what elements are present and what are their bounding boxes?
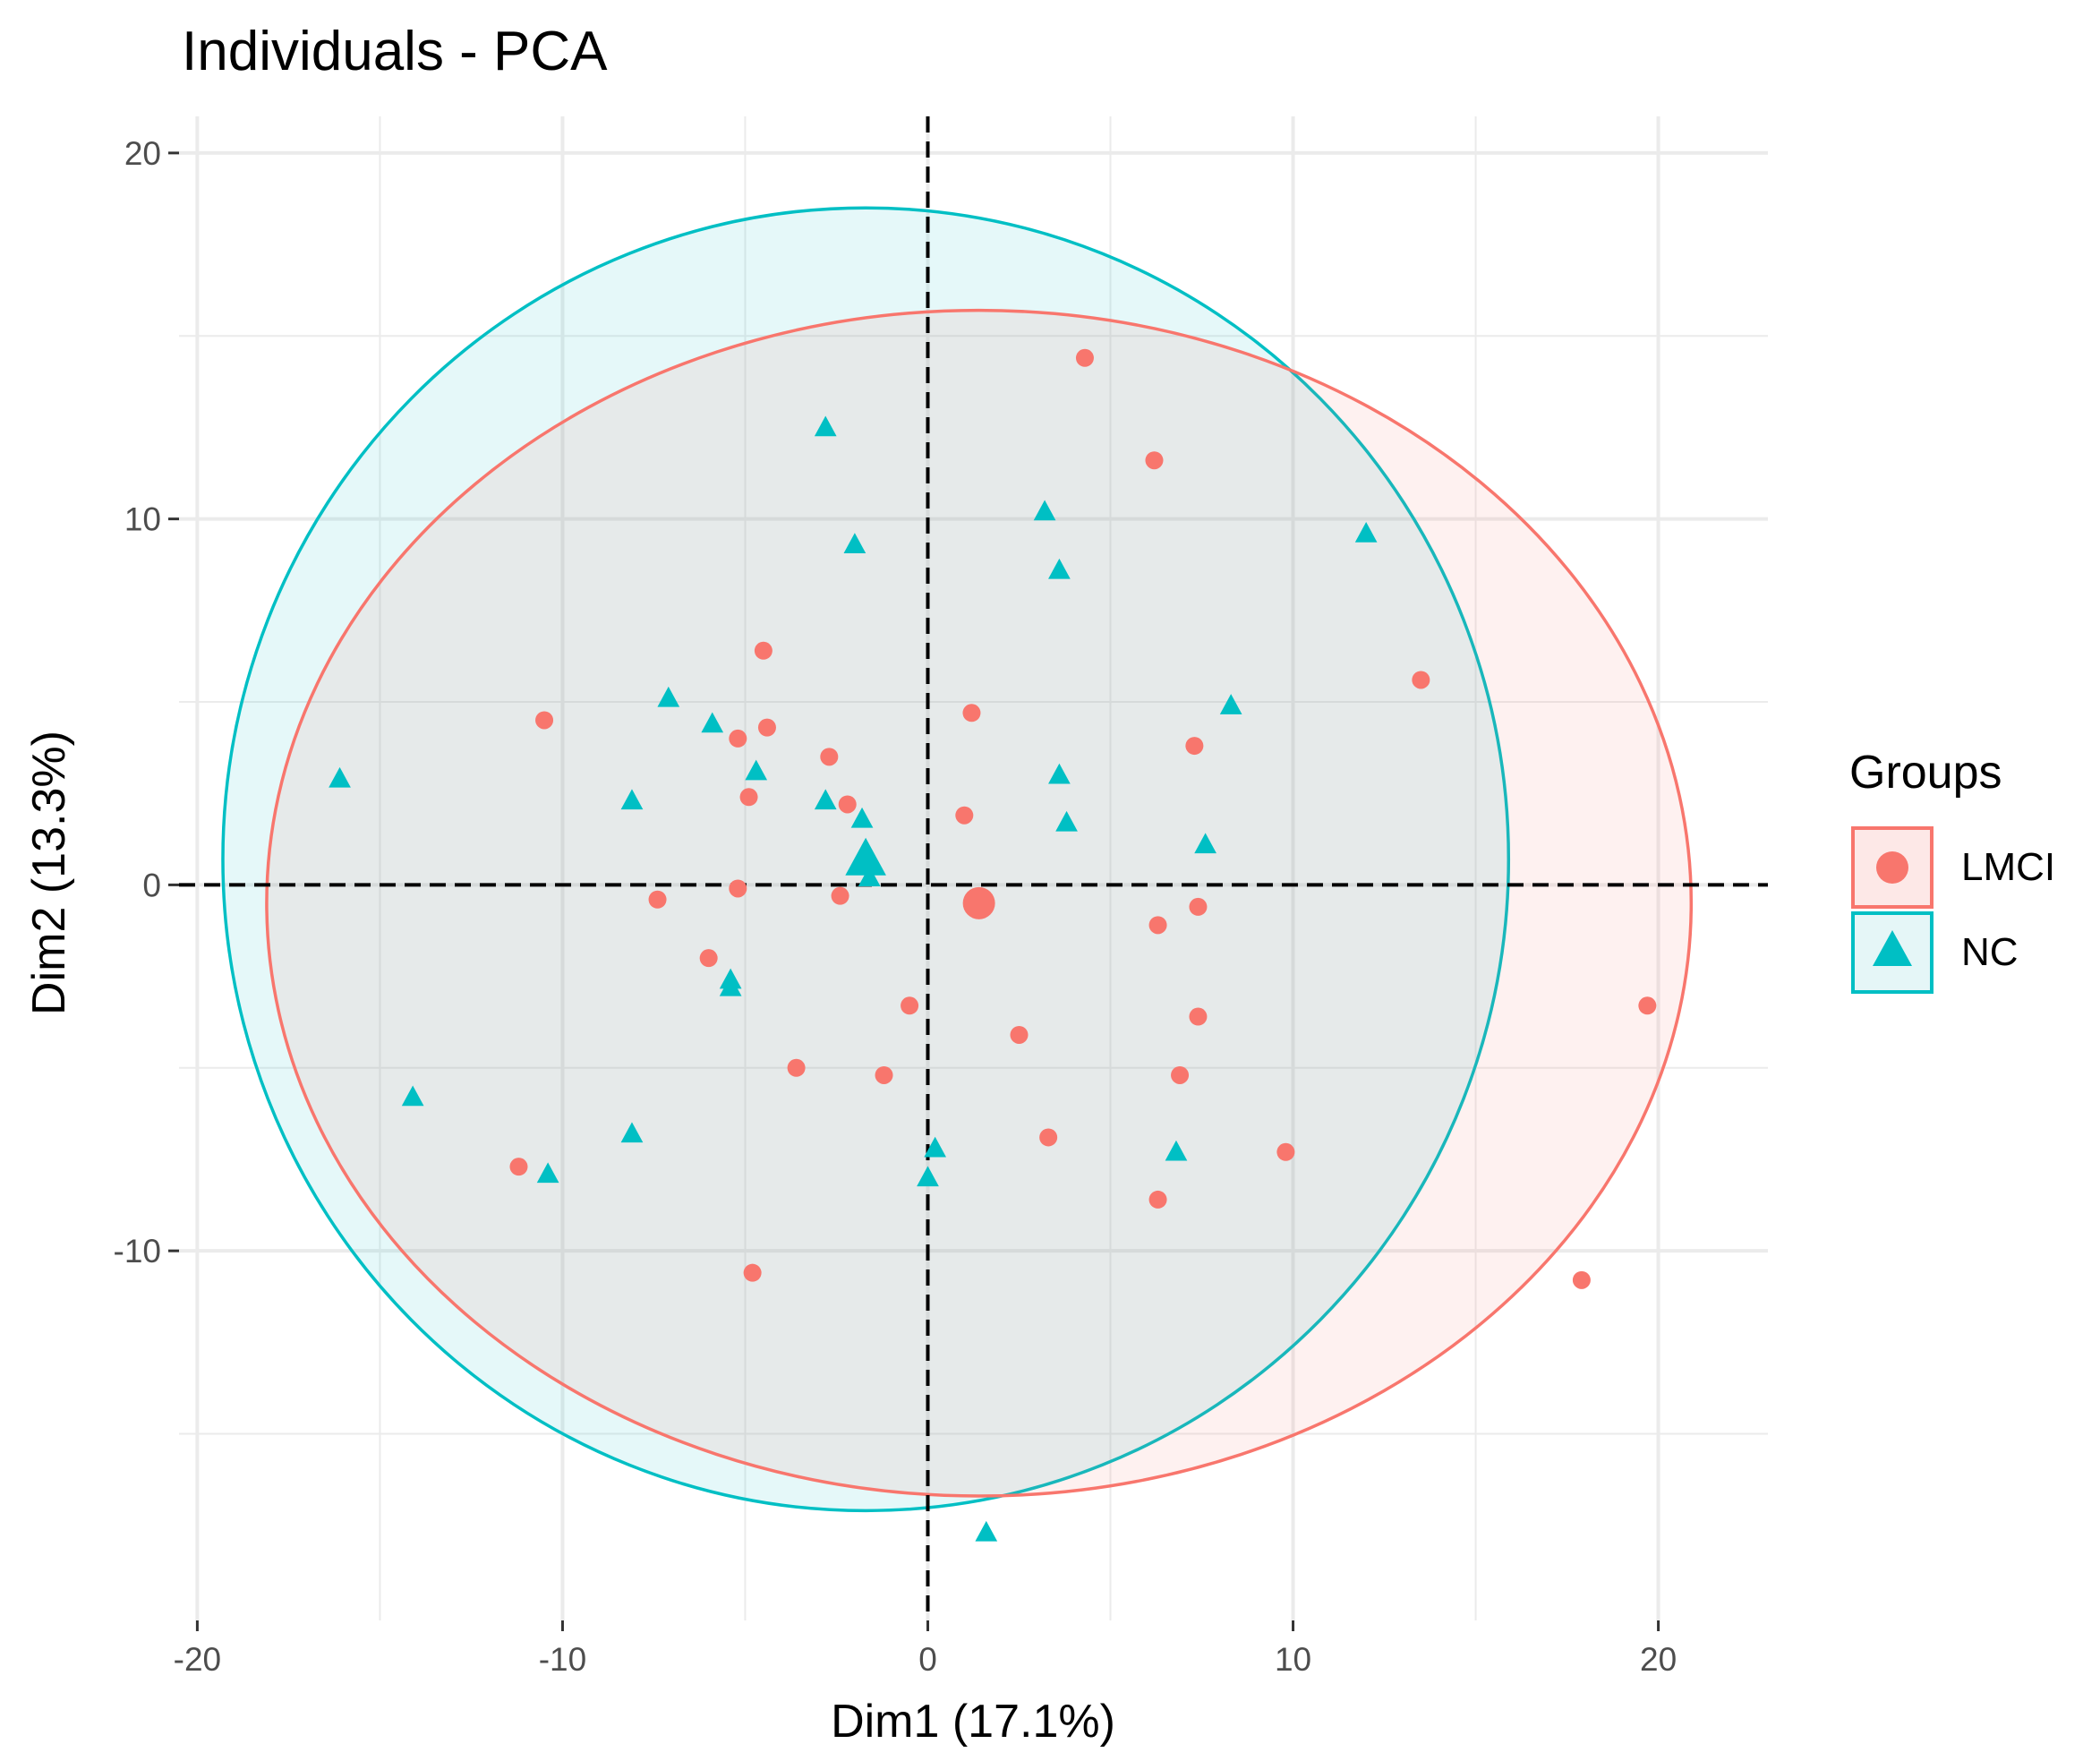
legend-label-lmci: LMCI bbox=[1961, 845, 2055, 889]
point-nc bbox=[620, 789, 644, 810]
point-nc bbox=[975, 1520, 998, 1542]
point-nc bbox=[1048, 763, 1071, 784]
y-tick-label: 0 bbox=[142, 867, 161, 903]
point-lmci bbox=[955, 806, 974, 825]
point-lmci bbox=[1148, 916, 1167, 935]
point-nc bbox=[657, 686, 680, 707]
point-nc bbox=[719, 975, 742, 996]
data-points bbox=[329, 348, 1657, 1542]
point-nc bbox=[1033, 500, 1056, 521]
point-lmci bbox=[1171, 1065, 1190, 1084]
point-lmci bbox=[1638, 996, 1657, 1015]
point-lmci bbox=[1572, 1270, 1591, 1289]
point-nc bbox=[1354, 521, 1378, 543]
point-nc bbox=[858, 866, 881, 886]
point-lmci bbox=[1189, 897, 1208, 916]
point-lmci bbox=[1039, 1128, 1058, 1147]
x-axis-label: Dim1 (17.1%) bbox=[831, 1696, 1115, 1748]
y-axis-label: Dim2 (13.3%) bbox=[23, 731, 75, 1015]
point-lmci bbox=[743, 1263, 762, 1282]
point-nc bbox=[814, 415, 837, 437]
x-tick-label: 0 bbox=[918, 1641, 937, 1678]
point-nc bbox=[814, 789, 837, 810]
point-nc bbox=[843, 533, 866, 553]
point-lmci bbox=[1145, 451, 1164, 470]
point-nc bbox=[701, 712, 724, 733]
chart-title: Individuals - PCA bbox=[182, 21, 608, 82]
point-lmci bbox=[739, 788, 758, 807]
point-nc bbox=[924, 1136, 947, 1158]
point-nc bbox=[745, 759, 768, 781]
point-lmci bbox=[509, 1158, 528, 1176]
point-nc bbox=[850, 807, 874, 828]
point-nc bbox=[917, 1166, 939, 1187]
x-tick-label: -20 bbox=[174, 1641, 221, 1678]
x-tick-label: 20 bbox=[1640, 1641, 1677, 1678]
point-nc bbox=[1165, 1140, 1188, 1161]
point-lmci bbox=[1185, 737, 1204, 756]
y-tick-label: 20 bbox=[124, 135, 161, 172]
axes: -20 -10 0 10 20 -10 0 10 20 bbox=[114, 135, 1677, 1678]
point-lmci bbox=[875, 1065, 893, 1084]
legend-title: Groups bbox=[1849, 747, 2002, 799]
x-tick-label: 10 bbox=[1275, 1641, 1311, 1678]
point-lmci bbox=[754, 641, 773, 660]
point-lmci bbox=[820, 748, 839, 766]
point-lmci bbox=[831, 886, 849, 905]
point-lmci bbox=[729, 729, 747, 748]
legend-symbol-lmci bbox=[1876, 851, 1908, 884]
point-nc bbox=[620, 1122, 644, 1143]
point-nc bbox=[1219, 694, 1242, 714]
point-lmci bbox=[1148, 1190, 1167, 1209]
legend-label-nc: NC bbox=[1961, 930, 2019, 974]
point-nc bbox=[329, 766, 351, 788]
reference-lines bbox=[179, 116, 1768, 1620]
point-lmci bbox=[838, 795, 857, 814]
point-lmci bbox=[901, 996, 919, 1015]
y-tick-label: -10 bbox=[114, 1233, 161, 1269]
point-nc bbox=[536, 1162, 559, 1184]
point-lmci bbox=[535, 711, 554, 730]
point-lmci bbox=[1075, 348, 1094, 367]
point-lmci bbox=[1276, 1142, 1295, 1161]
point-lmci bbox=[962, 704, 981, 722]
point-nc bbox=[1194, 833, 1216, 854]
y-tick-label: 10 bbox=[124, 501, 161, 538]
point-nc bbox=[401, 1085, 424, 1107]
point-lmci bbox=[729, 879, 747, 898]
point-lmci bbox=[1412, 671, 1430, 689]
legend: Groups LMCI NC bbox=[1849, 747, 2055, 994]
point-lmci bbox=[1010, 1025, 1029, 1044]
point-lmci bbox=[757, 718, 776, 737]
point-lmci bbox=[787, 1058, 806, 1077]
centroid-nc bbox=[845, 837, 886, 876]
point-lmci bbox=[1189, 1007, 1208, 1026]
legend-symbol-nc bbox=[1873, 930, 1912, 966]
point-lmci bbox=[648, 890, 667, 909]
point-nc bbox=[1048, 558, 1071, 579]
point-nc bbox=[1055, 810, 1078, 832]
point-lmci bbox=[699, 949, 718, 968]
x-tick-label: -10 bbox=[539, 1641, 586, 1678]
centroid-lmci bbox=[962, 886, 995, 919]
